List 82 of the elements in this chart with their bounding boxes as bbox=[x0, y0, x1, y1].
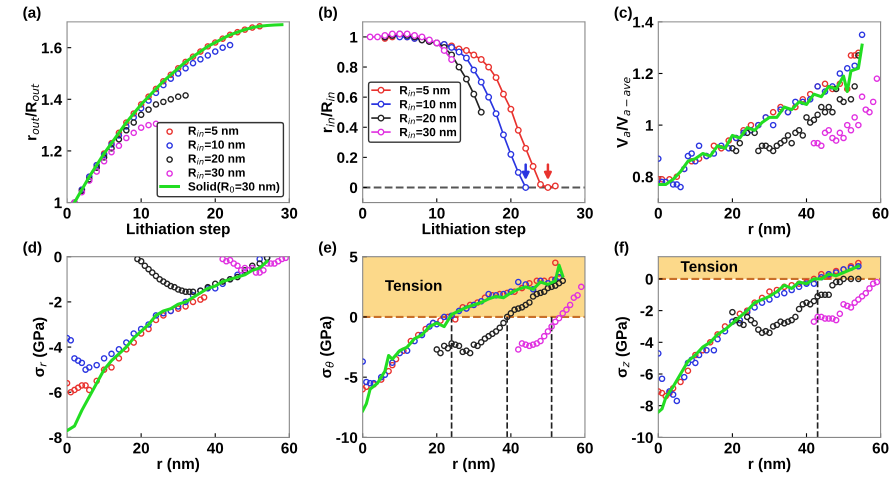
chart-title: (e) bbox=[318, 241, 336, 256]
x-tick-label: 0 bbox=[359, 208, 366, 219]
y-tick-label: 0 bbox=[54, 252, 62, 262]
x-tick-label: 20 bbox=[724, 442, 740, 454]
x-tick-label: 30 bbox=[281, 208, 298, 219]
y-tick-label: 0.6 bbox=[337, 92, 358, 103]
y-tick-label: -10 bbox=[336, 432, 358, 444]
x-axis-title: Lithiation step bbox=[127, 223, 230, 238]
y-tick-label: -8 bbox=[49, 432, 62, 444]
legend-label: R$_{in}$=5 nm bbox=[188, 126, 238, 137]
x-tick-label: 40 bbox=[502, 442, 519, 454]
x-tick-label: 40 bbox=[798, 208, 814, 219]
y-tick-label: -8 bbox=[640, 400, 653, 412]
band-label: Tension bbox=[680, 260, 738, 272]
x-axis-title: r (nm) bbox=[453, 458, 495, 472]
chart-title: (f) bbox=[614, 241, 628, 256]
y-tick-label: 1.6 bbox=[42, 42, 62, 54]
y-tick-label: 0.2 bbox=[337, 152, 358, 164]
x-tick-label: 60 bbox=[281, 442, 298, 454]
x-tick-label: 20 bbox=[133, 442, 150, 454]
chart-title: (a) bbox=[23, 6, 41, 21]
y-tick-label: 1.2 bbox=[42, 146, 62, 156]
y-tick-label: 0 bbox=[350, 182, 358, 194]
x-axis-title: r (nm) bbox=[748, 223, 790, 238]
x-axis-title: Lithiation step bbox=[422, 223, 526, 238]
y-axis-title: r$_{in}$/R$_{in}$ bbox=[320, 92, 334, 132]
x-tick-label: 10 bbox=[429, 208, 445, 219]
y-tick-label: 1.4 bbox=[633, 16, 654, 28]
x-tick-label: 0 bbox=[63, 442, 71, 454]
y-tick-label: 0 bbox=[646, 274, 653, 285]
y-tick-label: -2 bbox=[640, 305, 653, 316]
x-tick-label: 20 bbox=[207, 208, 224, 219]
y-tick-label: -6 bbox=[49, 387, 62, 398]
x-tick-label: 0 bbox=[359, 442, 366, 454]
y-tick-label: -6 bbox=[640, 368, 653, 380]
y-tick-label: -5 bbox=[344, 372, 358, 383]
legend-label: R$_{in}$=10 nm bbox=[188, 140, 245, 151]
y-tick-label: 1 bbox=[350, 32, 358, 42]
y-tick-label: 1 bbox=[54, 198, 62, 208]
y-tick-label: -10 bbox=[632, 432, 653, 444]
legend-label: R$_{in}$=30 nm bbox=[400, 128, 456, 138]
x-tick-label: 20 bbox=[502, 208, 519, 219]
band-label: Tension bbox=[385, 280, 442, 291]
x-tick-label: 40 bbox=[798, 442, 814, 454]
legend-label: R$_{in}$=20 nm bbox=[188, 154, 245, 165]
x-tick-label: 20 bbox=[428, 442, 445, 454]
y-tick-label: -2 bbox=[49, 296, 62, 308]
y-axis-title: σ$_{θ}$ (GPa) bbox=[320, 316, 334, 378]
y-tick-label: -4 bbox=[49, 342, 62, 353]
x-tick-label: 60 bbox=[577, 442, 593, 454]
x-tick-label: 0 bbox=[654, 208, 662, 219]
y-axis-title: V$_{a}$/V$_{a−ave}$ bbox=[616, 77, 630, 148]
y-axis-title: σ$_{r}$ (GPa) bbox=[32, 318, 48, 377]
y-tick-label: -4 bbox=[640, 337, 654, 348]
x-tick-label: 60 bbox=[872, 442, 888, 454]
x-axis-title: r (nm) bbox=[158, 458, 200, 472]
legend-label: R$_{in}$=10 nm bbox=[400, 100, 456, 110]
x-tick-label: 30 bbox=[576, 208, 593, 219]
y-tick-label: 0.4 bbox=[337, 122, 358, 133]
y-tick-label: 0.8 bbox=[337, 62, 358, 73]
y-tick-label: 1.2 bbox=[633, 68, 653, 80]
x-axis-title: r (nm) bbox=[748, 458, 790, 472]
x-tick-label: 0 bbox=[654, 442, 662, 454]
y-tick-label: 1 bbox=[646, 120, 654, 131]
chart-title: (c) bbox=[614, 6, 632, 21]
chart-title: (d) bbox=[23, 241, 42, 256]
y-tick-label: 5 bbox=[350, 252, 358, 262]
y-tick-label: 0 bbox=[350, 312, 358, 323]
y-axis-title: σ$_{z}$ (GPa) bbox=[616, 317, 630, 378]
legend-label: R$_{in}$=20 nm bbox=[400, 114, 456, 124]
legend-label: R$_{in}$=30 nm bbox=[188, 168, 245, 179]
x-tick-label: 40 bbox=[206, 442, 224, 454]
y-tick-label: 1.4 bbox=[42, 94, 62, 105]
y-tick-label: 0.8 bbox=[632, 172, 653, 182]
chart-title: (b) bbox=[318, 6, 337, 21]
legend-label: Solid(R$_{0}$=30 nm) bbox=[188, 182, 280, 193]
x-tick-label: 0 bbox=[63, 208, 71, 219]
x-tick-label: 10 bbox=[134, 208, 150, 219]
x-tick-label: 60 bbox=[872, 208, 888, 219]
y-axis-title: r$_{out}$/R$_{out}$ bbox=[25, 84, 39, 140]
x-tick-label: 20 bbox=[724, 208, 740, 219]
legend-label: R$_{in}$=5 nm bbox=[400, 86, 450, 96]
